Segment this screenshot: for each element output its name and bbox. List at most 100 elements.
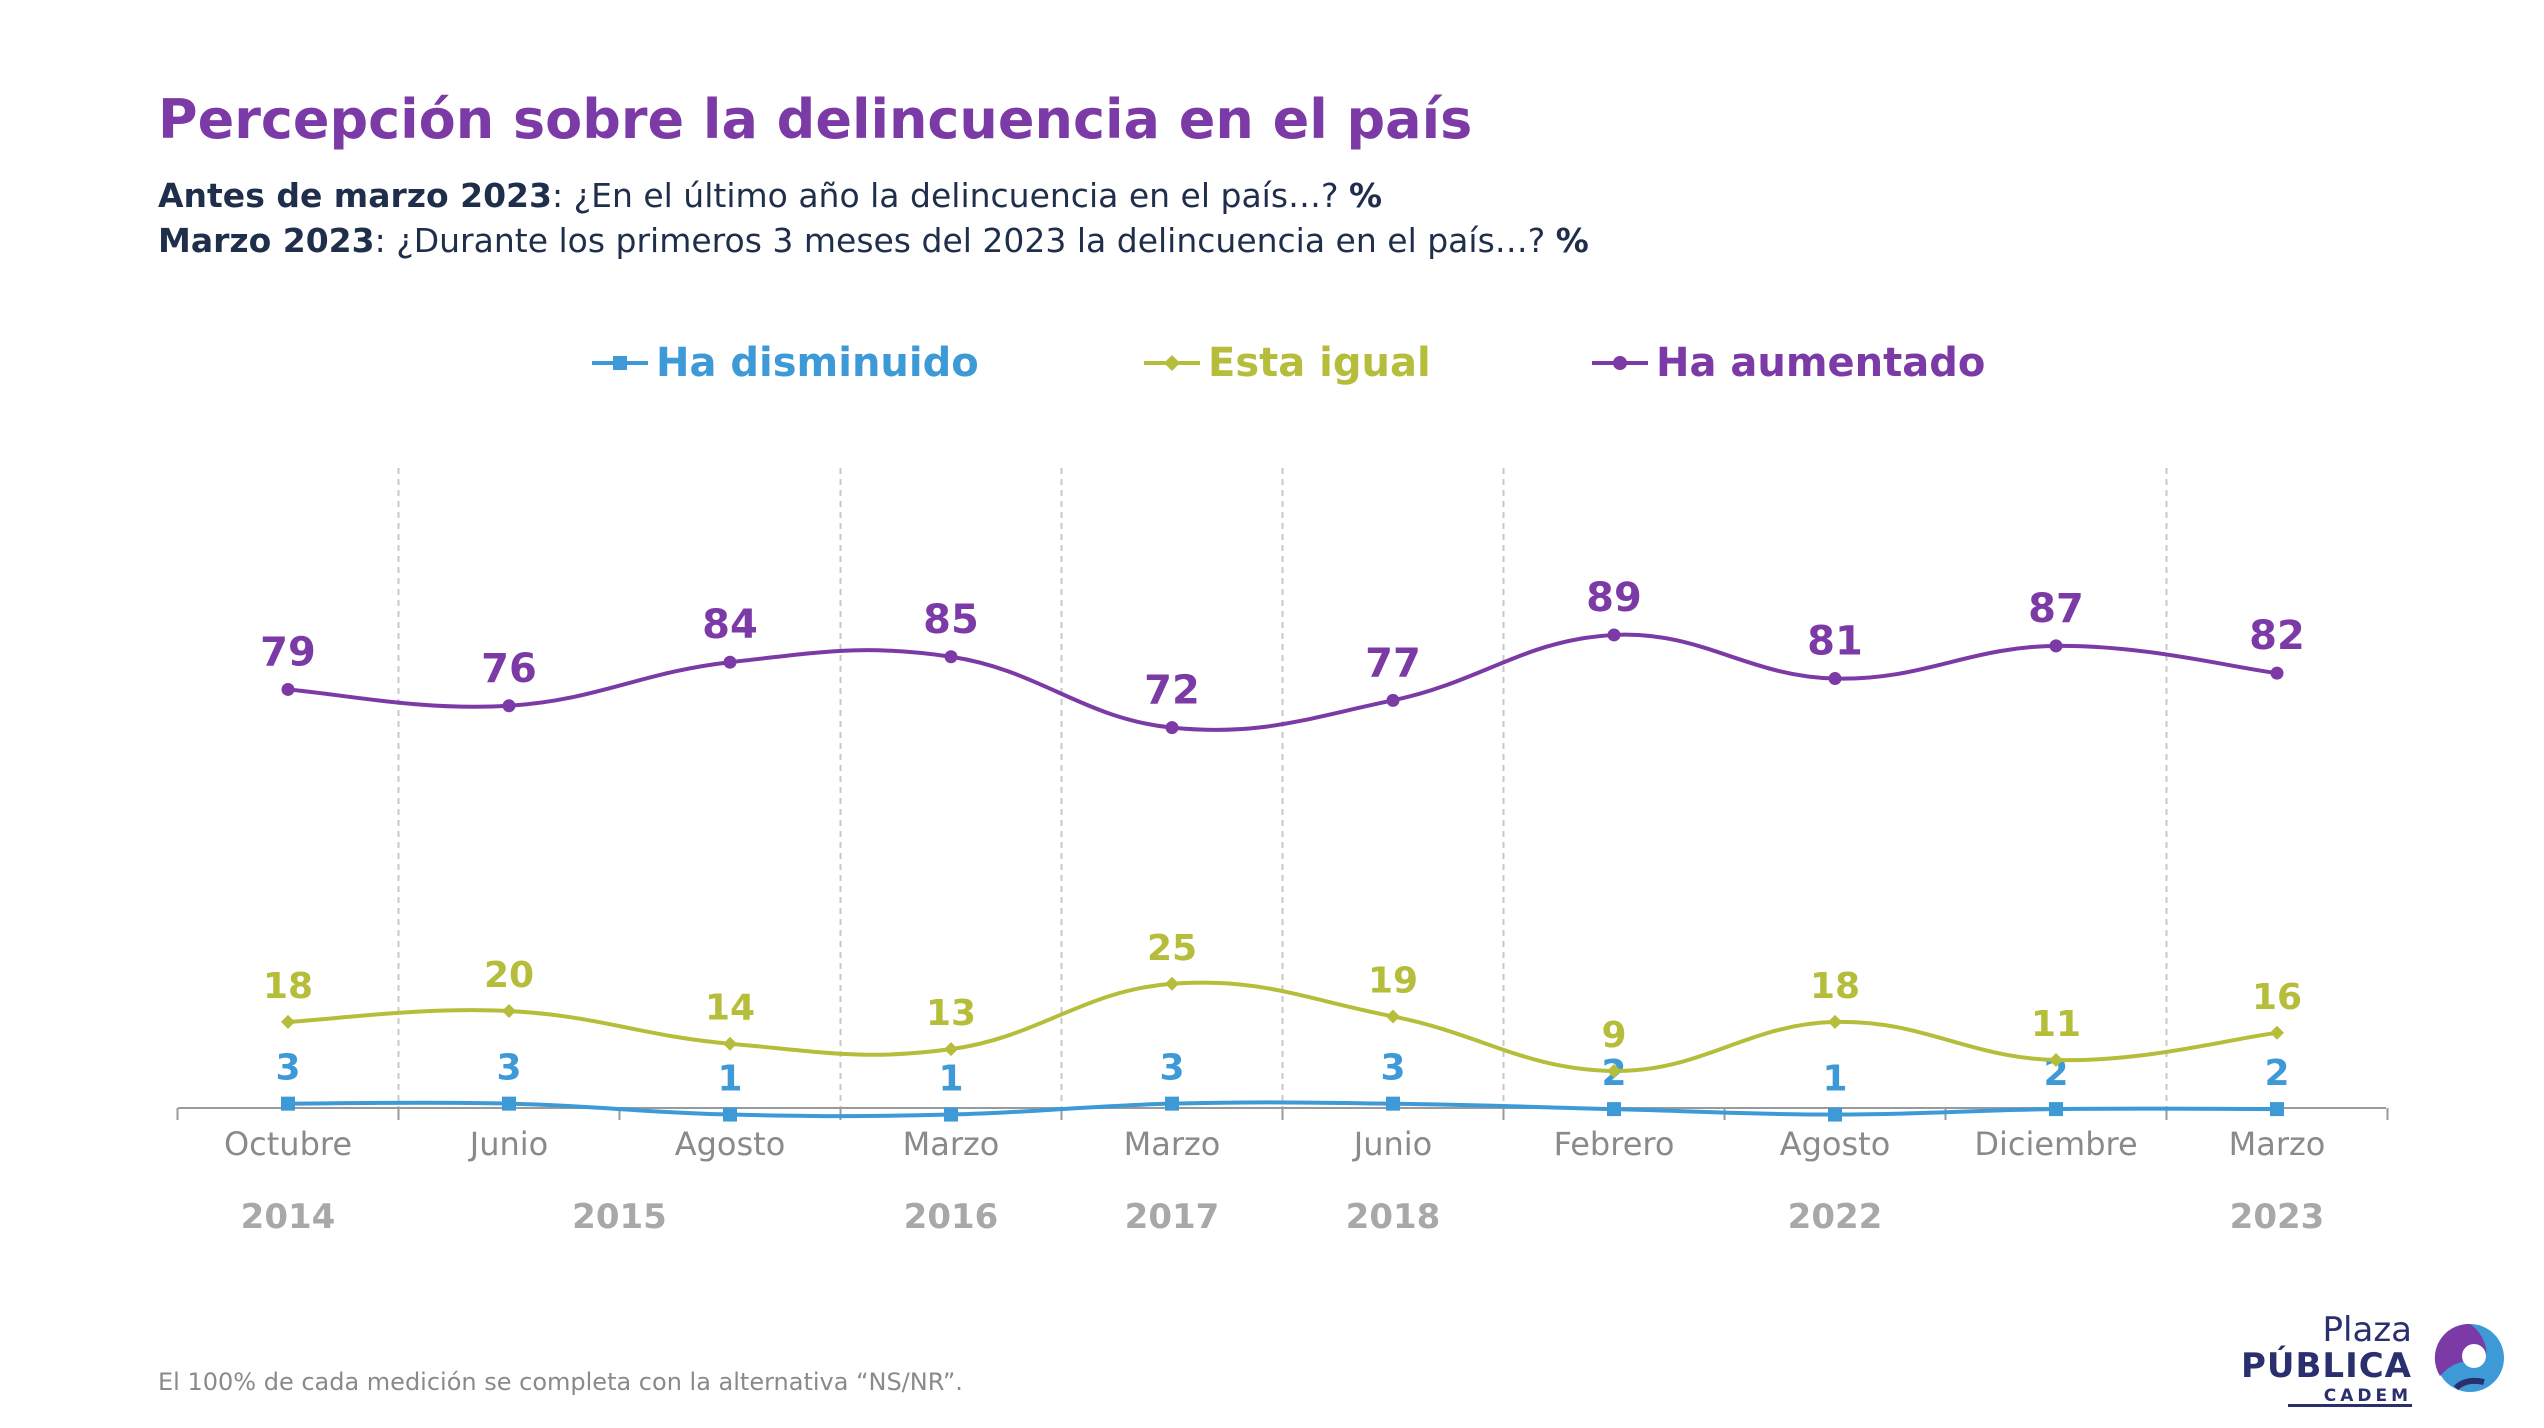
question-2-text: : ¿Durante los primeros 3 meses del 2023… <box>374 221 1556 260</box>
question-2-period: Marzo 2023 <box>158 221 375 260</box>
legend-label-esta-igual: Esta igual <box>1208 340 1431 386</box>
logo-underline <box>2288 1404 2412 1407</box>
data-label-aumentado: 82 <box>2249 613 2305 659</box>
data-point-aumentado <box>1165 721 1179 735</box>
data-point-igual <box>1828 1014 1842 1029</box>
data-point-igual <box>723 1036 737 1051</box>
data-point-aumentado <box>2049 639 2063 653</box>
page-title: Percepción sobre la delincuencia en el p… <box>158 88 1473 151</box>
question-march-2023: Marzo 2023: ¿Durante los primeros 3 mese… <box>158 221 1589 260</box>
data-label-igual: 13 <box>926 993 976 1034</box>
data-point-disminuido <box>944 1107 958 1122</box>
legend-diamond-marker-icon <box>1144 355 1200 371</box>
data-label-aumentado: 81 <box>1807 619 1863 665</box>
data-point-aumentado <box>723 655 737 669</box>
data-label-disminuido: 3 <box>275 1048 300 1089</box>
data-label-igual: 9 <box>1601 1015 1626 1056</box>
logo-swirl-icon <box>2434 1323 2504 1392</box>
data-label-disminuido: 1 <box>938 1059 963 1100</box>
x-tick-label: Marzo <box>903 1125 1000 1163</box>
question-before-march-2023: Antes de marzo 2023: ¿En el último año l… <box>158 176 1382 215</box>
legend-square-marker-icon <box>592 356 648 370</box>
line-chart: Octubre Junio Agosto Marzo Marzo Junio Febrero… <box>176 468 2389 1237</box>
data-label-igual: 19 <box>1368 960 1418 1001</box>
data-point-aumentado <box>502 699 516 713</box>
x-tick-label: Agosto <box>1780 1125 1891 1163</box>
data-label-disminuido: 1 <box>1822 1059 1847 1100</box>
data-label-disminuido: 3 <box>496 1048 521 1089</box>
data-label-disminuido: 3 <box>1159 1048 1184 1089</box>
data-point-aumentado <box>1607 628 1621 642</box>
legend-label-ha-aumentado: Ha aumentado <box>1656 340 1986 386</box>
series-line-igual <box>287 980 2278 1073</box>
x-tick-label: Agosto <box>675 1125 786 1163</box>
year-label: 2022 <box>1788 1197 1883 1237</box>
series-line-disminuido <box>287 1100 2278 1119</box>
x-tick-label: Febrero <box>1554 1125 1675 1163</box>
x-tick-label: Octubre <box>224 1125 352 1163</box>
data-label-igual: 20 <box>484 955 534 996</box>
data-label-aumentado: 87 <box>2028 586 2084 632</box>
legend-item-esta-igual: Esta igual <box>1142 338 1431 388</box>
question-2-percent: % <box>1555 221 1589 260</box>
data-label-disminuido: 1 <box>717 1059 742 1100</box>
data-label-disminuido: 3 <box>1380 1048 1405 1089</box>
data-point-igual <box>2049 1053 2063 1068</box>
data-point-disminuido <box>2270 1102 2284 1117</box>
data-label-igual: 16 <box>2252 977 2302 1018</box>
year-label: 2023 <box>2230 1197 2325 1237</box>
question-1-text: : ¿En el último año la delincuencia en e… <box>551 176 1350 215</box>
x-tick-label: Junio <box>468 1125 548 1163</box>
data-label-igual: 11 <box>2031 1004 2081 1045</box>
data-point-aumentado <box>1828 672 1842 686</box>
year-label: 2014 <box>241 1197 336 1237</box>
data-point-disminuido <box>1607 1102 1621 1117</box>
data-point-disminuido <box>1165 1096 1179 1111</box>
data-label-igual: 18 <box>1810 966 1860 1007</box>
logo-text-plaza: Plaza <box>2322 1310 2412 1350</box>
logo-text-publica: PÚBLICA <box>2240 1346 2412 1386</box>
footnote: El 100% de cada medición se completa con… <box>158 1368 963 1396</box>
data-label-igual: 18 <box>263 966 313 1007</box>
legend-item-ha-aumentado: Ha aumentado <box>1590 338 1985 388</box>
logo-text-cadem: CADEM <box>2323 1386 2412 1406</box>
year-label: 2017 <box>1125 1197 1220 1237</box>
data-point-disminuido <box>281 1096 295 1111</box>
data-label-aumentado: 79 <box>260 629 316 675</box>
data-point-aumentado <box>944 650 958 664</box>
data-label-aumentado: 84 <box>702 602 758 648</box>
data-point-disminuido <box>1386 1096 1400 1111</box>
data-label-igual: 25 <box>1147 928 1197 969</box>
data-point-igual <box>502 1004 516 1018</box>
series-line-aumentado <box>287 632 2278 732</box>
year-label: 2018 <box>1346 1197 1441 1237</box>
year-label: 2016 <box>904 1197 999 1237</box>
data-label-aumentado: 89 <box>1586 575 1642 621</box>
data-point-disminuido <box>2049 1102 2063 1117</box>
x-tick-label: Diciembre <box>1974 1125 2137 1163</box>
data-label-aumentado: 77 <box>1365 640 1421 686</box>
data-point-igual <box>1165 976 1179 991</box>
data-point-aumentado <box>1386 693 1400 707</box>
data-point-disminuido <box>723 1107 737 1122</box>
data-point-disminuido <box>1828 1107 1842 1122</box>
year-label: 2015 <box>572 1197 667 1237</box>
x-tick-label: Marzo <box>1124 1125 1221 1163</box>
data-point-aumentado <box>2270 666 2284 680</box>
data-point-igual <box>2270 1025 2284 1040</box>
data-point-igual <box>281 1014 295 1029</box>
data-point-igual <box>1386 1009 1400 1024</box>
plaza-publica-cadem-logo: Plaza PÚBLICA CADEM <box>2241 1310 2510 1410</box>
data-point-disminuido <box>502 1096 516 1111</box>
data-point-igual <box>944 1042 958 1057</box>
data-point-igual <box>1607 1063 1621 1078</box>
data-point-aumentado <box>281 682 295 696</box>
data-label-disminuido: 2 <box>2264 1053 2289 1094</box>
question-1-percent: % <box>1349 176 1383 215</box>
x-tick-label: Junio <box>1352 1125 1432 1163</box>
data-label-aumentado: 72 <box>1144 668 1200 714</box>
x-tick-label: Marzo <box>2229 1125 2326 1163</box>
data-label-aumentado: 85 <box>923 597 979 643</box>
data-label-igual: 14 <box>705 988 755 1029</box>
legend-item-ha-disminuido: Ha disminuido <box>590 338 979 388</box>
